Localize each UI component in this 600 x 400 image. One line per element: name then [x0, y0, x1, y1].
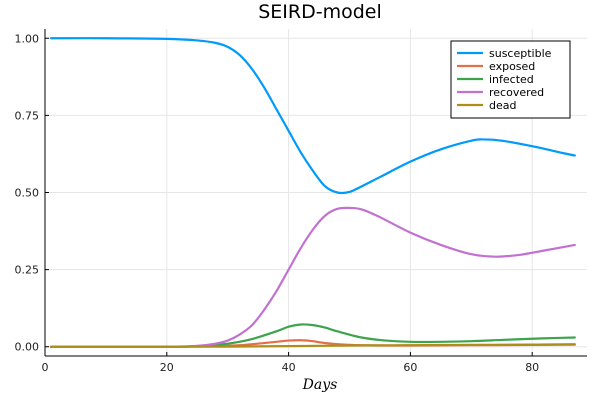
legend-label-recovered: recovered [489, 86, 544, 99]
axis-layer: 0 20 40 60 80 0.00 0.25 0.50 0.75 1.00 [15, 29, 587, 374]
series-layer [49, 37, 576, 348]
legend-label-infected: infected [489, 73, 534, 86]
y-tick-label-2: 0.50 [15, 187, 40, 200]
legend-label-exposed: exposed [489, 60, 535, 73]
y-tick-label-4: 1.00 [15, 32, 40, 45]
x-axis-label: Days [302, 377, 338, 393]
x-tick-label-2: 40 [282, 361, 296, 374]
x-tick-label-4: 80 [525, 361, 539, 374]
x-tick-label-0: 0 [42, 361, 49, 374]
y-tick-label-1: 0.25 [15, 264, 40, 277]
legend-label-susceptible: susceptible [489, 47, 552, 60]
series-line-infected [49, 323, 576, 348]
x-tick-label-1: 20 [160, 361, 174, 374]
series-line-recovered [49, 206, 576, 348]
y-tick-label-3: 0.75 [15, 109, 40, 122]
series-line-dead [49, 343, 576, 348]
series-line-susceptible [49, 37, 576, 195]
x-tick-label-3: 60 [403, 361, 417, 374]
chart-title: SEIRD-model [258, 1, 382, 23]
legend-label-dead: dead [489, 99, 516, 112]
y-tick-label-0: 0.00 [15, 341, 40, 354]
